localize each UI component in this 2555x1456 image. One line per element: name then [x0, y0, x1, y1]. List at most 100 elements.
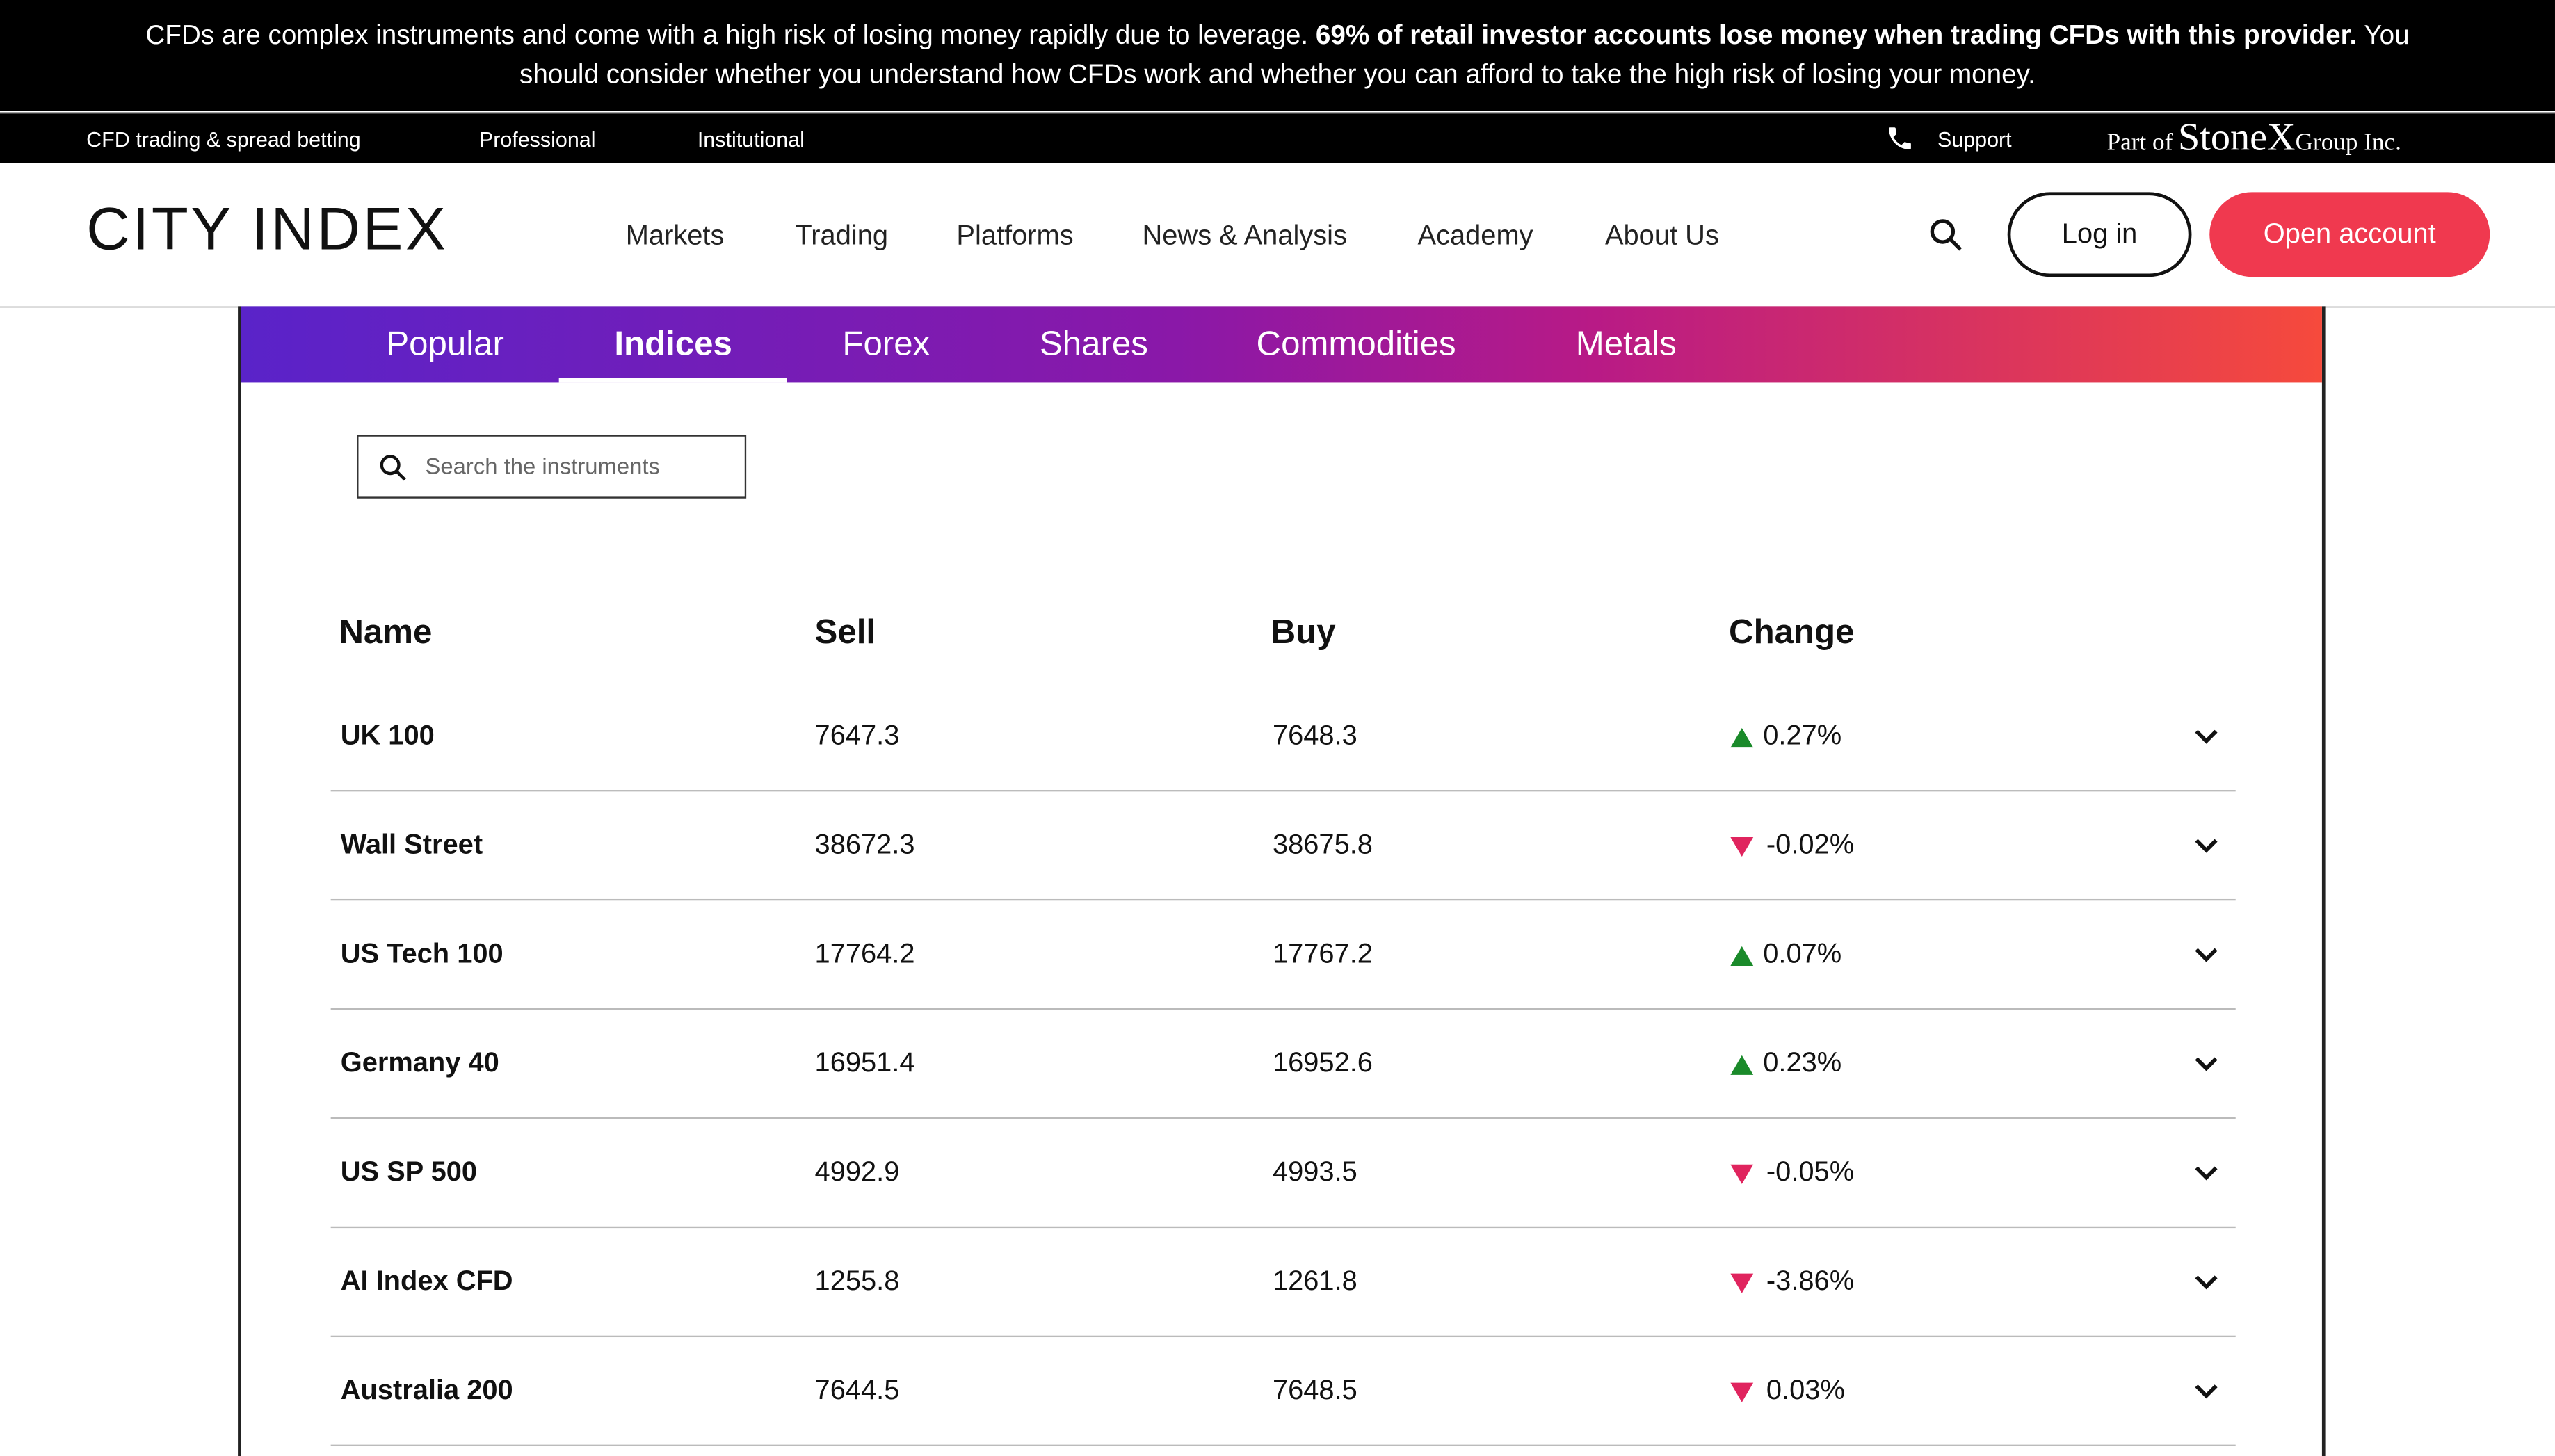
chevron-path — [2195, 839, 2218, 853]
buy-price[interactable]: 4993.5 — [1272, 1156, 1357, 1188]
tab[interactable]: Popular — [386, 325, 504, 364]
column-header: Sell — [814, 614, 876, 652]
change-value: 0.07% — [1763, 938, 1842, 969]
main-nav: CITY INDEX Markets Trading Platforms News &… — [0, 163, 2555, 308]
buy-price[interactable]: 38675.8 — [1272, 829, 1373, 860]
tab[interactable]: Indices — [614, 325, 732, 364]
sell-price[interactable]: 17764.2 — [814, 938, 915, 969]
nav-item[interactable]: Academy — [1417, 220, 1533, 251]
nav-item[interactable]: Platforms — [956, 220, 1074, 251]
row-separator — [330, 1226, 2236, 1229]
change-value: -0.02% — [1766, 829, 1855, 860]
instrument-name[interactable]: UK 100 — [340, 720, 435, 751]
tab[interactable]: Forex — [842, 325, 930, 364]
group-brand: StoneX — [2177, 117, 2296, 160]
instrument-name[interactable]: AI Index CFD — [340, 1265, 513, 1297]
column-header: Buy — [1271, 614, 1336, 652]
logo[interactable]: CITY INDEX — [86, 195, 449, 263]
chevron-path — [2195, 948, 2218, 962]
column-header: Change — [1729, 614, 1855, 652]
expand-chevron[interactable] — [2193, 1051, 2219, 1076]
row-separator — [330, 1008, 2236, 1010]
tab-bar: Popular Indices Forex Shares Commodities Meta… — [241, 306, 2322, 383]
risk-text-bold: 69% of retail investor accounts lose mon… — [1315, 21, 2357, 51]
column-header: Name — [339, 614, 433, 652]
change-value: -3.86% — [1766, 1265, 1855, 1297]
nav-item[interactable]: About Us — [1604, 220, 1719, 251]
risk-text-end: You should consider whether you understa… — [519, 21, 2410, 90]
instrument-name[interactable]: Australia 200 — [340, 1374, 513, 1406]
sell-price[interactable]: 7647.3 — [814, 720, 900, 751]
change-value: 0.27% — [1763, 720, 1842, 751]
sell-price[interactable]: 1255.8 — [814, 1265, 900, 1297]
top-bar: CFD trading & spread betting Professional… — [0, 112, 2555, 165]
search-box-icon — [380, 455, 406, 481]
nav-item[interactable]: Trading — [795, 220, 889, 251]
tab-underline — [558, 378, 787, 383]
expand-chevron[interactable] — [2193, 941, 2219, 967]
instrument-name[interactable]: Wall Street — [340, 829, 483, 860]
top-link[interactable]: CFD trading & spread betting — [86, 127, 361, 152]
change-value: 0.23% — [1763, 1047, 1842, 1078]
group-prefix: Part of — [2106, 130, 2173, 156]
nav-item[interactable]: News & Analysis — [1142, 220, 1347, 251]
sell-price[interactable]: 38672.3 — [814, 829, 915, 860]
change-value: -0.05% — [1766, 1156, 1855, 1188]
open-account-button[interactable]: Open account — [2209, 192, 2490, 277]
buy-price[interactable]: 7648.3 — [1272, 720, 1357, 751]
expand-chevron[interactable] — [2193, 1160, 2219, 1186]
risk-text-start: CFDs are complex instruments and come wi… — [145, 21, 1309, 51]
chevron-path — [2195, 1166, 2218, 1181]
instrument-name[interactable]: Germany 40 — [340, 1047, 499, 1078]
phone-icon — [1889, 127, 1911, 149]
chevron-path — [2195, 1057, 2218, 1071]
sell-price[interactable]: 4992.9 — [814, 1156, 900, 1188]
expand-chevron[interactable] — [2193, 832, 2219, 858]
arrow-up — [1730, 946, 1754, 966]
arrow-up — [1730, 1055, 1754, 1075]
top-link[interactable]: Professional — [478, 127, 596, 152]
search-icon[interactable] — [1928, 217, 1964, 253]
risk-text: CFDs are complex instruments and come wi… — [104, 16, 2451, 94]
instrument-name[interactable]: US Tech 100 — [340, 938, 503, 969]
sell-price[interactable]: 16951.4 — [814, 1047, 915, 1078]
instrument-name[interactable]: US SP 500 — [340, 1156, 478, 1188]
buy-price[interactable]: 16952.6 — [1272, 1047, 1373, 1078]
group-note: Part of StoneXGroup Inc. — [2107, 118, 2401, 161]
support-link[interactable]: Support — [1937, 127, 2012, 152]
arrow-down — [1730, 836, 1754, 857]
sell-price[interactable]: 7644.5 — [814, 1374, 900, 1406]
chevron-path — [2195, 1384, 2218, 1399]
expand-chevron[interactable] — [2193, 1269, 2219, 1295]
row-separator — [330, 1117, 2236, 1119]
change-value: 0.03% — [1766, 1374, 1845, 1406]
expand-chevron[interactable] — [2193, 723, 2219, 749]
chevron-path — [2195, 1275, 2218, 1290]
row-separator — [330, 1444, 2236, 1446]
login-button[interactable]: Log in — [2007, 192, 2192, 277]
arrow-down — [1730, 1164, 1754, 1184]
row-separator — [330, 790, 2236, 792]
tab[interactable]: Shares — [1039, 325, 1148, 364]
markets-panel: Popular Indices Forex Shares Commodities Meta… — [238, 306, 2326, 1456]
tab[interactable]: Commodities — [1256, 325, 1456, 364]
arrow-down — [1730, 1273, 1754, 1293]
search-box[interactable]: Search the instruments — [357, 435, 747, 499]
expand-chevron[interactable] — [2193, 1378, 2219, 1404]
search-placeholder: Search the instruments — [425, 453, 660, 479]
nav-item[interactable]: Markets — [625, 220, 725, 251]
risk-warning: CFDs are complex instruments and come wi… — [0, 0, 2555, 111]
row-separator — [330, 1335, 2236, 1338]
tab[interactable]: Metals — [1575, 325, 1677, 364]
buy-price[interactable]: 1261.8 — [1272, 1265, 1357, 1297]
arrow-down — [1730, 1382, 1754, 1402]
top-link[interactable]: Institutional — [697, 127, 805, 152]
row-separator — [330, 898, 2236, 901]
buy-price[interactable]: 7648.5 — [1272, 1374, 1357, 1406]
group-suffix: Group Inc. — [2295, 130, 2401, 156]
arrow-up — [1730, 728, 1754, 748]
buy-price[interactable]: 17767.2 — [1272, 938, 1373, 969]
